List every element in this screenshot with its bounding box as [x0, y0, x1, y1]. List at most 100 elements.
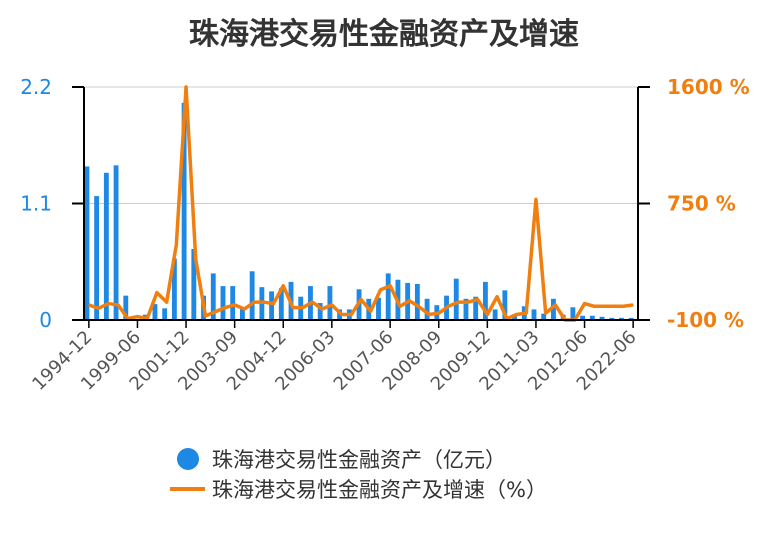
line-point-4 [127, 318, 129, 320]
line-point-27 [350, 313, 352, 316]
line-point-29 [370, 310, 372, 312]
line-point-16 [243, 308, 245, 310]
gridlines [84, 86, 638, 321]
line-point-21 [292, 307, 294, 309]
line-point-25 [331, 304, 333, 306]
line-point-11 [195, 259, 197, 261]
bar-44 [512, 315, 517, 320]
line-point-40 [477, 298, 479, 301]
bar-14 [220, 286, 226, 320]
line-point-2 [107, 302, 109, 305]
bar-3 [113, 165, 119, 320]
line-point-36 [438, 312, 440, 314]
line-point-17 [253, 301, 255, 303]
line-point-6 [146, 318, 148, 320]
legend: 珠海港交易性金融资产（亿元） 珠海港交易性金融资产及增速（%） [170, 448, 547, 502]
line-point-37 [447, 305, 450, 307]
bar-2 [103, 172, 109, 320]
line-point-51 [583, 302, 586, 305]
bar-48 [551, 298, 556, 320]
legend-bar-label: 珠海港交易性金融资产（亿元） [212, 448, 506, 472]
line-point-47 [545, 312, 547, 314]
line-point-23 [311, 301, 314, 303]
left-tick-label-0: 0 [39, 308, 52, 332]
line-point-43 [506, 318, 508, 320]
bar-series [84, 102, 634, 321]
line-point-42 [496, 296, 498, 298]
line-point-24 [321, 308, 323, 310]
bar-19 [269, 291, 275, 320]
bar-55 [619, 317, 624, 320]
bar-56 [628, 317, 634, 320]
line-point-9 [175, 244, 177, 246]
line-point-55 [622, 305, 625, 307]
line-point-26 [340, 313, 343, 316]
line-point-8 [166, 301, 168, 303]
left-tick-label-2: 2.2 [20, 75, 52, 99]
line-point-54 [613, 305, 615, 307]
bar-24 [317, 303, 323, 320]
bar-41 [482, 281, 488, 320]
line-point-28 [360, 298, 362, 301]
line-point-41 [486, 313, 488, 316]
line-point-7 [156, 291, 158, 294]
legend-line-label: 珠海港交易性金融资产及增速（%） [212, 478, 547, 502]
bar-20 [278, 288, 284, 320]
bar-0 [84, 166, 90, 320]
bar-40 [473, 296, 479, 320]
line-point-14 [224, 307, 226, 309]
right-axis-ticks: -100 % 750 % 1600 % [638, 75, 750, 332]
bar-35 [424, 298, 430, 320]
line-point-31 [389, 285, 391, 287]
line-point-46 [535, 198, 537, 200]
bar-1 [94, 196, 100, 320]
line-point-1 [97, 307, 100, 309]
bar-9 [171, 258, 177, 320]
bar-31 [385, 273, 391, 320]
bar-52 [589, 315, 595, 320]
x-axis-ticks: 1994-121999-062001-122003-092004-122006-… [28, 320, 641, 395]
bar-39 [463, 298, 469, 320]
bar-53 [599, 316, 605, 320]
line-point-0 [88, 304, 90, 306]
line-point-35 [428, 313, 430, 316]
line-point-22 [302, 307, 304, 309]
bar-38 [453, 278, 459, 320]
line-point-13 [214, 311, 216, 313]
line-point-5 [136, 315, 139, 318]
left-axis-ticks: 0 1.1 2.2 [20, 75, 84, 332]
bar-43 [502, 290, 508, 320]
line-point-32 [399, 305, 401, 307]
line-point-48 [554, 304, 556, 306]
bar-8 [162, 308, 168, 320]
bar-16 [239, 308, 245, 320]
bar-7 [152, 304, 158, 320]
bar-42 [492, 309, 498, 320]
right-tick-label-0: -100 % [667, 308, 744, 332]
line-point-12 [204, 315, 207, 317]
bar-54 [609, 317, 615, 320]
line-point-10 [185, 86, 187, 88]
line-point-19 [272, 302, 275, 305]
line-point-45 [525, 312, 527, 314]
bar-4 [123, 295, 129, 320]
bar-25 [327, 286, 333, 320]
line-point-39 [467, 301, 469, 303]
line-point-38 [457, 301, 459, 303]
line-point-30 [379, 289, 382, 291]
line-point-3 [117, 304, 119, 306]
bar-51 [580, 315, 586, 320]
line-point-53 [603, 305, 605, 307]
chart-title: 珠海港交易性金融资产及增速 [189, 17, 579, 52]
bar-46 [531, 309, 537, 320]
bar-47 [541, 313, 547, 320]
line-point-44 [515, 313, 518, 316]
line-point-20 [282, 285, 284, 287]
right-tick-label-1: 750 % [667, 192, 736, 216]
bar-13 [210, 273, 216, 320]
line-point-56 [632, 304, 634, 306]
bar-11 [191, 249, 197, 320]
left-tick-label-1: 1.1 [20, 192, 52, 216]
bar-10 [181, 102, 187, 321]
